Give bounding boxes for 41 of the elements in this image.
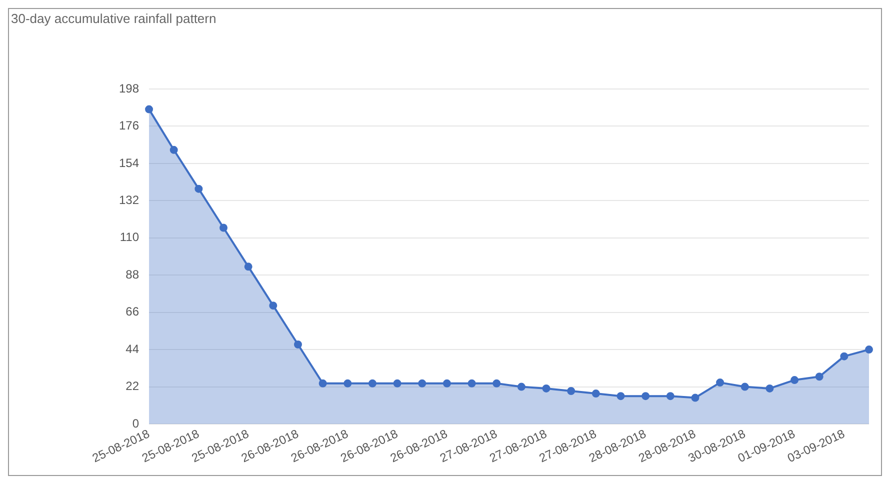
point xyxy=(865,346,873,354)
point xyxy=(716,378,724,387)
point xyxy=(492,379,501,388)
point xyxy=(642,392,650,400)
point xyxy=(766,384,774,392)
point xyxy=(418,379,426,388)
point xyxy=(666,392,674,400)
point xyxy=(368,379,376,388)
point xyxy=(393,379,402,388)
point xyxy=(145,105,154,114)
point xyxy=(691,394,700,402)
point xyxy=(442,379,451,388)
point xyxy=(318,379,327,388)
point xyxy=(592,390,600,398)
chart-title: 30-day accumulative rainfall pattern xyxy=(11,11,216,26)
point xyxy=(220,224,228,232)
y-tick-label: 66 xyxy=(126,304,140,319)
y-tick-label: 0 xyxy=(132,416,140,430)
point xyxy=(194,184,203,193)
point xyxy=(567,387,576,396)
point xyxy=(740,382,749,391)
y-tick-label: 110 xyxy=(120,230,140,244)
point xyxy=(517,382,526,391)
point xyxy=(170,146,178,154)
point xyxy=(294,340,302,348)
point xyxy=(616,392,625,400)
point xyxy=(244,262,252,271)
point xyxy=(344,379,352,388)
point xyxy=(269,302,278,310)
y-tick-label: 154 xyxy=(118,156,140,170)
point xyxy=(790,376,799,384)
y-tick-label: 44 xyxy=(126,342,140,356)
point xyxy=(468,379,476,388)
y-tick-label: 176 xyxy=(118,118,140,133)
y-tick-label: 88 xyxy=(126,267,140,282)
y-tick-label: 198 xyxy=(118,81,140,96)
point xyxy=(542,384,550,392)
point xyxy=(840,352,848,360)
point xyxy=(815,372,824,381)
y-tick-label: 22 xyxy=(126,379,140,394)
y-tick-label: 132 xyxy=(118,192,140,207)
